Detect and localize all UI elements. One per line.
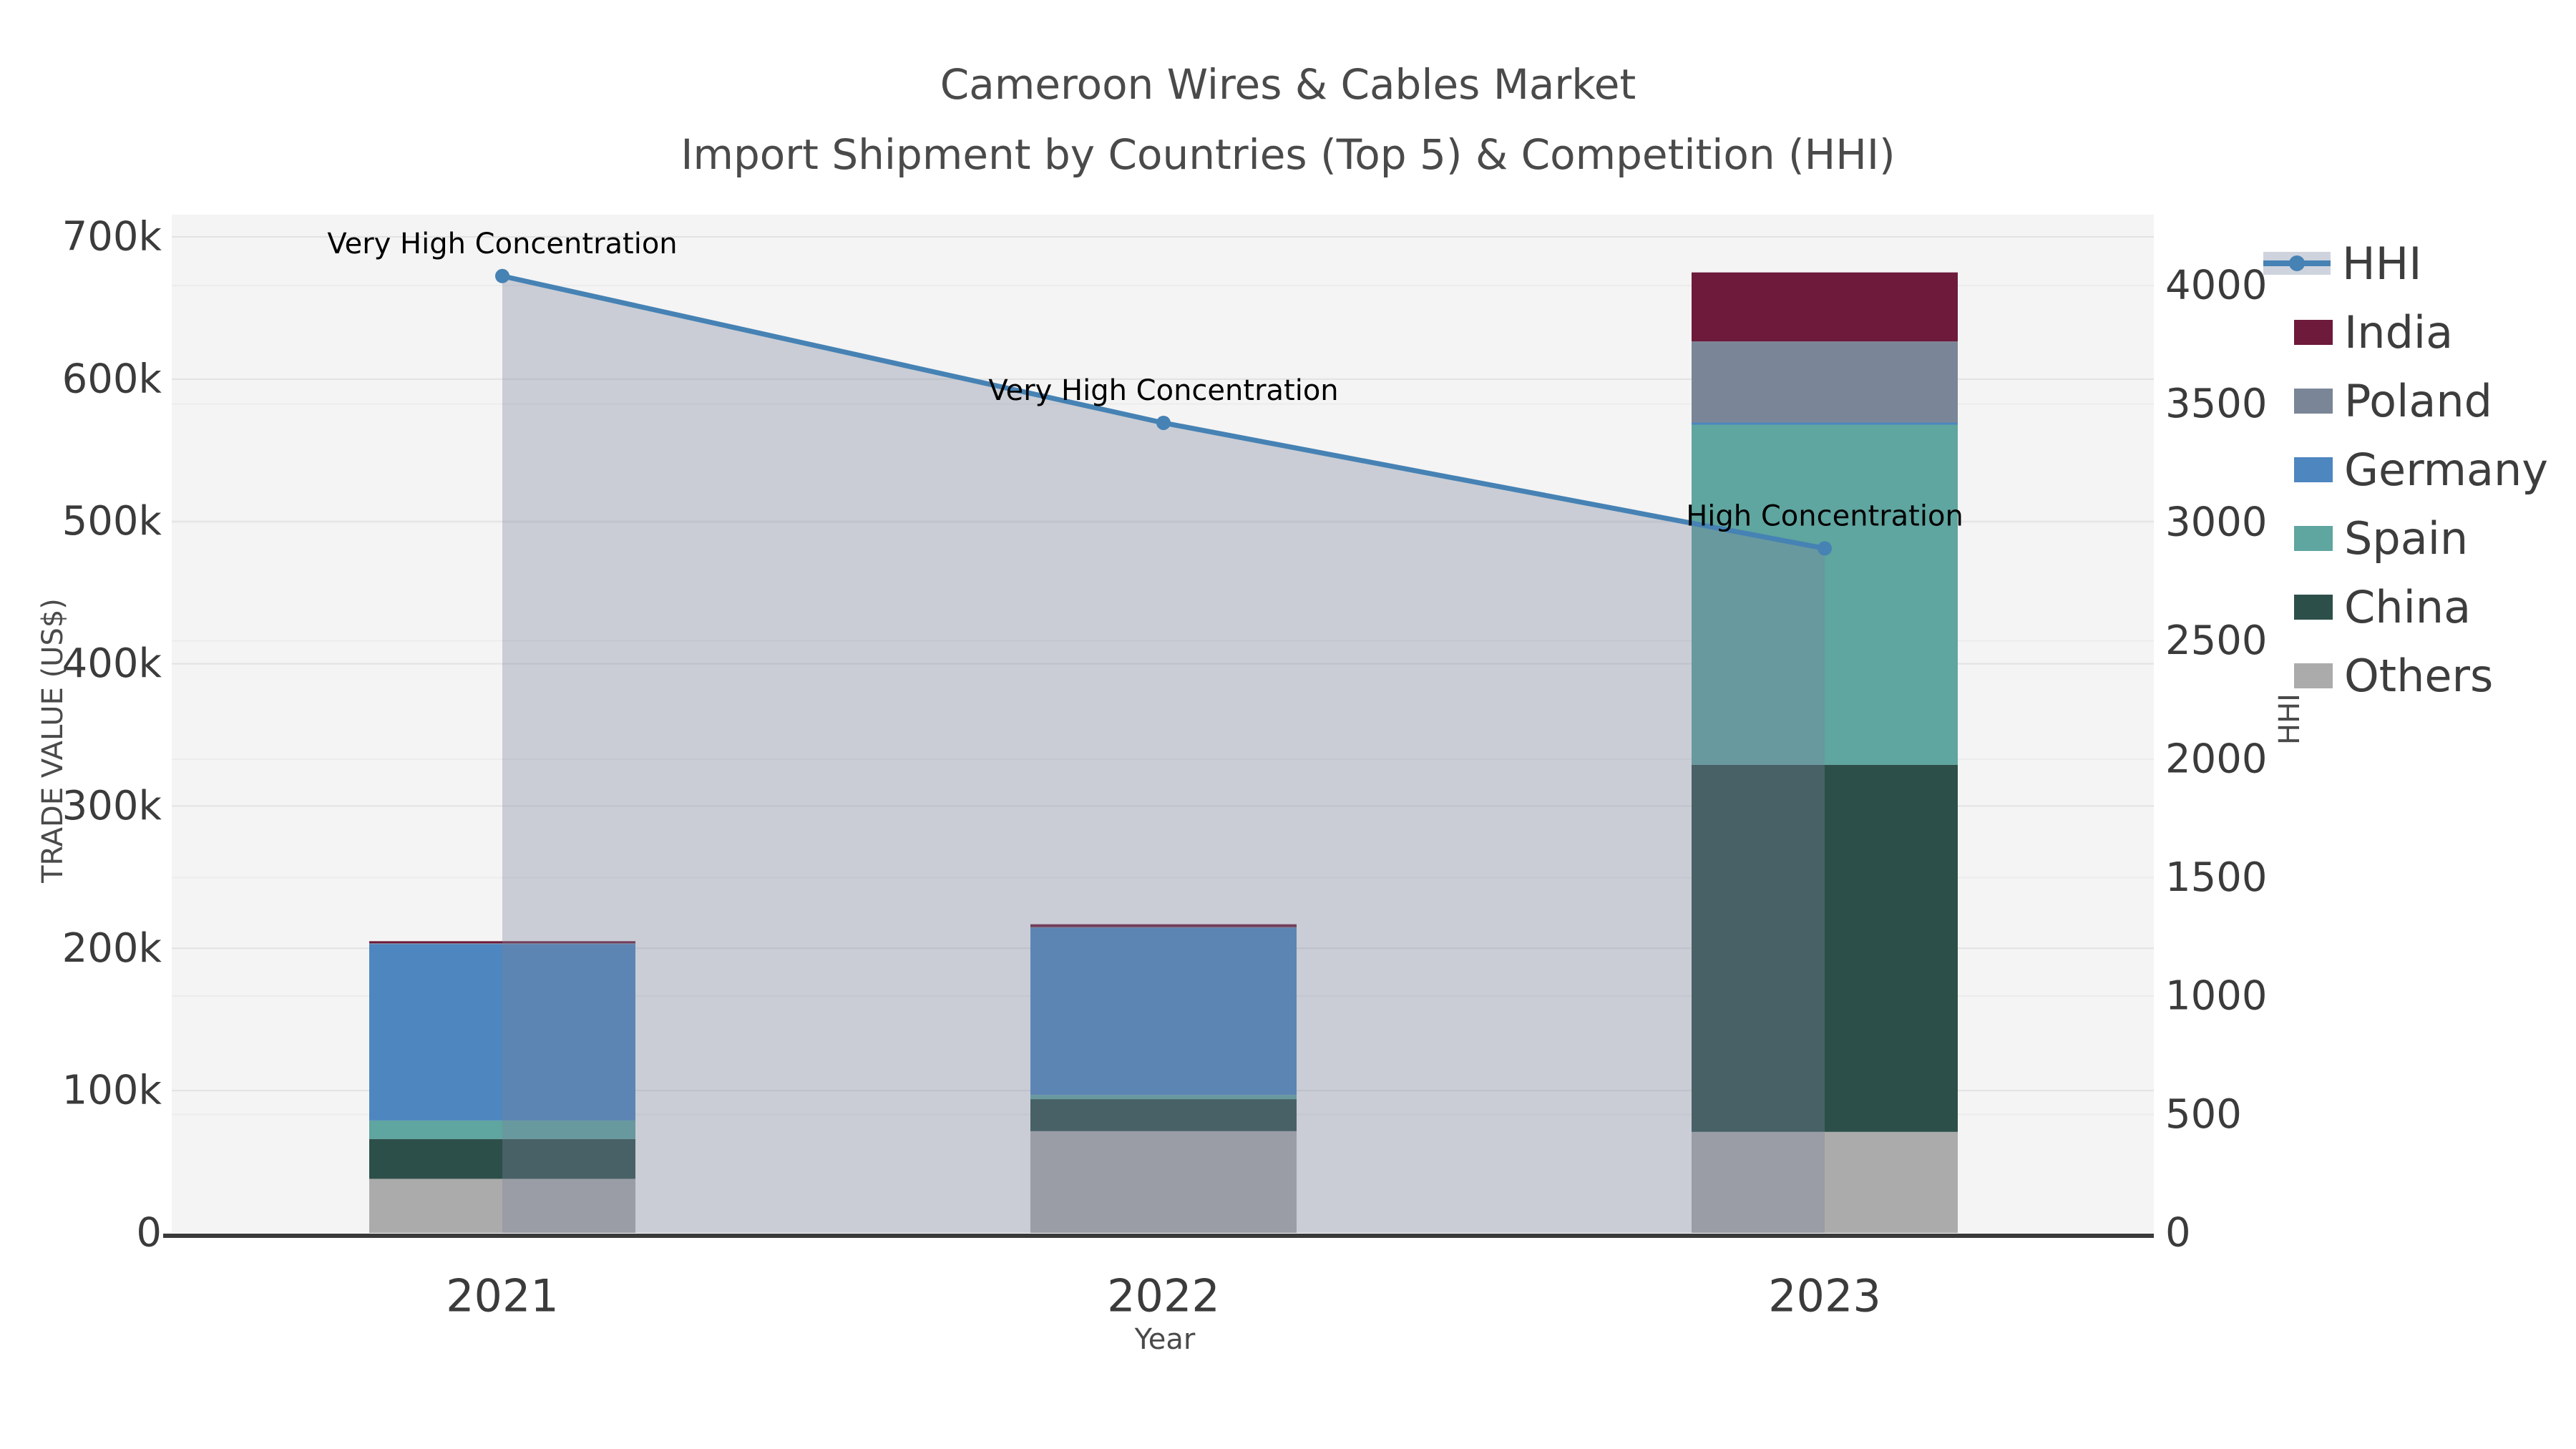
bar-segment-poland-2022 [1030,927,1297,928]
y-left-tick-label: 200k [62,925,162,972]
y-left-tick-label: 700k [62,214,162,260]
hhi-marker-2023 [1818,541,1832,556]
x-tick-label-2021: 2021 [446,1270,559,1322]
y-right-tick-label: 1000 [2165,973,2268,1020]
hhi-annotation-2023: High Concentration [1686,499,1963,532]
y-right-tick-label: 0 [2165,1210,2191,1257]
y-right-tick-label: 4000 [2165,263,2268,309]
bar-segment-spain-2022 [1030,1095,1297,1100]
hhi-area-fill [502,275,1825,1233]
y-right-tick-label: 2500 [2165,618,2268,664]
y-right-tick-label: 3500 [2165,381,2268,427]
y-left-tick-label: 500k [62,498,162,545]
legend-label-germany: Germany [2344,443,2548,496]
bar-segment-others-2021 [369,1179,635,1233]
legend-label-india: India [2344,306,2454,358]
legend-label-hhi: HHI [2342,237,2422,290]
legend-label-china: China [2344,580,2472,633]
bar-segment-china-2023 [1692,764,1958,1132]
bar-segment-india-2021 [369,941,635,944]
legend-hhi-marker-icon [2289,255,2305,271]
bar-segment-others-2023 [1692,1131,1958,1233]
bar-segment-india-2022 [1030,924,1297,927]
legend-item-india: India [2263,298,2548,366]
hhi-marker-2022 [1156,415,1171,430]
bar-segment-india-2023 [1692,272,1958,342]
y-left-tick-label: 300k [62,783,162,829]
legend-swatch-poland [2294,388,2333,414]
legend-swatch-germany [2294,457,2333,482]
legend-label-others: Others [2344,649,2494,702]
y-right-tick-label: 1500 [2165,854,2268,901]
hhi-annotation-2021: Very High Concentration [327,228,677,260]
bar-segment-germany-2022 [1030,927,1297,1096]
legend-item-spain: Spain [2263,504,2548,572]
bar-segment-others-2022 [1030,1131,1297,1233]
legend-hhi-swatch [2263,252,2331,275]
y-left-tick-label: 600k [62,356,162,402]
legend: HHI India Poland Germany Spain China Others [2263,229,2548,710]
y-left-tick-label: 100k [62,1068,162,1114]
hhi-marker-2021 [495,268,509,283]
bar-segment-germany-2023 [1692,422,1958,425]
bar-segment-poland-2023 [1692,341,1958,423]
y-right-tick-label: 3000 [2165,499,2268,546]
legend-item-china: China [2263,572,2548,641]
chart-title-line1: Cameroon Wires & Cables Market [940,60,1636,109]
legend-label-poland: Poland [2344,374,2492,427]
y-axis-title-left: TRADE VALUE (US$) [36,598,69,883]
bar-segment-china-2021 [369,1138,635,1179]
legend-swatch-others [2294,663,2333,688]
legend-item-others: Others [2263,641,2548,710]
legend-item-hhi: HHI [2263,229,2548,298]
x-axis-title: Year [1134,1323,1196,1356]
x-tick-label-2022: 2022 [1107,1270,1220,1322]
legend-item-germany: Germany [2263,435,2548,504]
y-left-tick-label: 400k [62,640,162,687]
bar-segment-spain-2023 [1692,424,1958,765]
bar-segment-china-2022 [1030,1099,1297,1131]
legend-swatch-china [2294,594,2333,620]
x-tick-label-2023: 2023 [1768,1270,1881,1322]
chart-title-line2: Import Shipment by Countries (Top 5) & C… [680,130,1896,179]
bar-segment-germany-2021 [369,944,635,1121]
legend-item-poland: Poland [2263,366,2548,435]
y-right-tick-label: 2000 [2165,736,2268,783]
y-left-tick-label: 0 [136,1210,162,1257]
legend-swatch-spain [2294,525,2333,551]
legend-swatch-india [2294,319,2333,345]
bar-segment-poland-2021 [369,943,635,945]
hhi-annotation-2022: Very High Concentration [988,374,1338,407]
y-right-tick-label: 500 [2165,1091,2242,1138]
bar-segment-spain-2021 [369,1120,635,1139]
legend-label-spain: Spain [2344,512,2469,565]
